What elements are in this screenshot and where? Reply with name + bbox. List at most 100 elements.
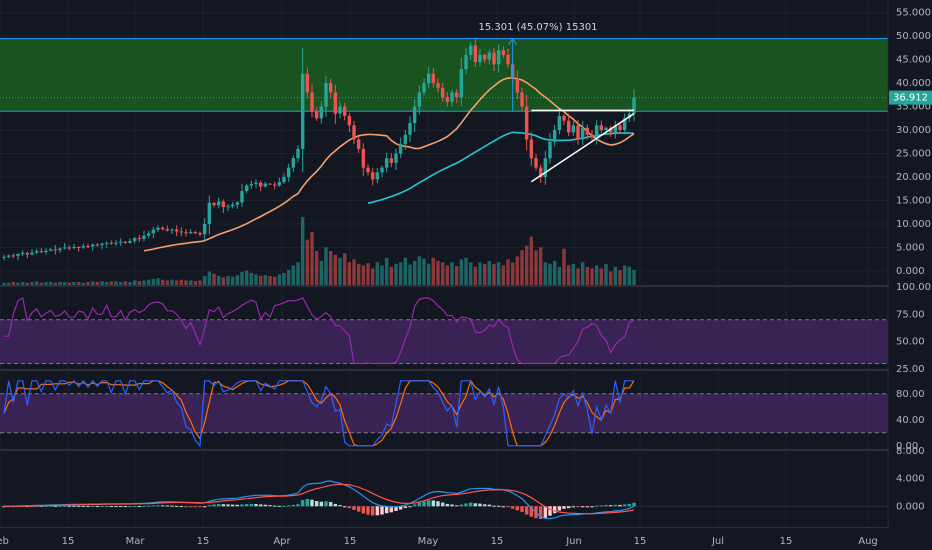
time-axis-label: 15	[780, 536, 793, 547]
candle-body	[464, 54, 468, 70]
volume-bar	[510, 262, 515, 285]
macd-histogram-bar	[146, 505, 151, 507]
candle-body	[188, 231, 193, 234]
macd-histogram-bar	[552, 506, 557, 514]
rsi-pane[interactable]	[0, 296, 888, 365]
candle-body	[25, 253, 30, 255]
candle-body	[165, 229, 170, 231]
macd-histogram-bar	[608, 505, 613, 507]
candle-body	[538, 167, 543, 178]
volume-bar	[496, 262, 501, 285]
volume-bar	[156, 278, 160, 285]
volume-bars	[2, 217, 636, 285]
macd-tick-label: 8.000	[896, 446, 925, 457]
volume-bar	[118, 281, 123, 285]
candle-body	[272, 184, 277, 186]
macd-histogram-bar	[520, 506, 524, 512]
time-axis-label: Apr	[273, 536, 291, 547]
volume-bar	[254, 274, 258, 285]
macd-histogram-bar	[384, 506, 389, 514]
macd-histogram-bar	[431, 500, 436, 507]
macd-histogram-bar	[72, 505, 76, 507]
volume-bar	[361, 265, 366, 285]
volume-bar	[268, 275, 272, 285]
candlesticks[interactable]	[2, 39, 636, 261]
macd-histogram-bar	[291, 504, 296, 507]
candle-body	[580, 127, 585, 140]
candle-body	[506, 54, 510, 65]
macd-histogram-bar	[333, 503, 338, 507]
volume-bar	[151, 278, 156, 285]
candle-body	[258, 182, 263, 187]
drawings[interactable]: 15.301 (45.07%) 15301	[478, 22, 635, 183]
volume-bar	[506, 259, 510, 285]
volume-bar	[146, 279, 151, 285]
macd-histogram-bar	[590, 506, 594, 508]
volume-bar	[576, 268, 580, 285]
macd-histogram-bar	[151, 505, 156, 507]
macd-histogram-bar	[137, 505, 142, 507]
stochastic-pane[interactable]	[0, 379, 888, 448]
trendline-support	[530, 113, 635, 183]
time-axis-label: Feb	[0, 536, 9, 547]
stoch-tick-label: 40.00	[896, 415, 925, 426]
candle-body	[632, 97, 636, 114]
volume-bar	[226, 275, 230, 285]
macd-histogram-bar	[212, 504, 216, 507]
volume-bar	[571, 263, 576, 285]
price-axis[interactable]: 55.000 50.000 45.000 40.000 35.000 30.000 25.0…	[889, 0, 932, 550]
macd-histogram-bar	[296, 504, 300, 507]
volume-bar	[515, 256, 520, 285]
stoch-band	[0, 393, 888, 433]
candle-body	[417, 92, 422, 107]
candle-body	[576, 125, 580, 140]
macd-tick-label: 0.000	[896, 501, 925, 512]
volume-bar	[403, 257, 408, 285]
macd-histogram-bar	[128, 506, 132, 508]
candle-body	[11, 255, 16, 257]
time-axis-label: Jul	[711, 536, 724, 547]
macd-histogram-bar	[156, 505, 160, 507]
time-axis[interactable]: Feb 15 Mar 15 Apr 15 May 15 Jun 15 Jul 15 Aug	[0, 528, 932, 550]
volume-bar	[216, 275, 221, 285]
macd-pane[interactable]	[0, 480, 888, 520]
candle-body	[170, 229, 174, 231]
macd-histogram-bar	[268, 505, 272, 507]
price-pane[interactable]: 15.301 (45.07%) 15301	[0, 22, 888, 285]
time-axis-label: Mar	[126, 536, 146, 547]
candle-body	[193, 231, 198, 233]
candle-body	[235, 202, 240, 205]
macd-histogram-bar	[240, 504, 244, 507]
volume-bar	[394, 263, 398, 285]
candle-body	[548, 141, 552, 159]
macd-histogram-bar	[104, 505, 109, 507]
macd-histogram-bar	[207, 505, 212, 507]
volume-bar	[188, 280, 193, 285]
candle-body	[314, 111, 319, 119]
candle-body	[20, 253, 25, 255]
volume-bar	[389, 266, 394, 285]
macd-histogram-bar	[613, 504, 618, 507]
stoch-k-line	[3, 379, 634, 448]
last-price-badge-label: 36.912	[893, 93, 928, 104]
volume-bar	[524, 245, 529, 285]
volume-bar	[482, 263, 487, 285]
volume-bar	[165, 280, 170, 285]
candle-body	[230, 204, 235, 207]
candle-body	[552, 130, 557, 142]
volume-bar	[426, 263, 431, 285]
macd-histogram-bar	[380, 506, 384, 515]
volume-bar	[436, 260, 440, 285]
macd-tick-label: 4.000	[896, 474, 925, 485]
macd-histogram-bar	[548, 506, 552, 516]
candle-body	[72, 246, 76, 248]
volume-bar	[25, 282, 30, 285]
macd-histogram-bar	[188, 506, 193, 508]
candle-body	[342, 106, 347, 116]
macd-histogram-bar	[324, 501, 328, 507]
macd-histogram-bar	[226, 504, 230, 507]
rsi-band	[0, 319, 888, 364]
macd-histogram-bar	[594, 505, 599, 507]
macd-histogram-bar	[618, 504, 622, 507]
